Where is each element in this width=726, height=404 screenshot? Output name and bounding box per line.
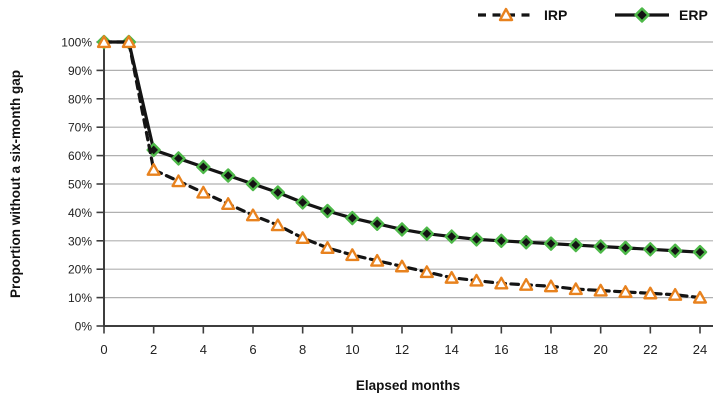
erp-diamond-marker: [643, 242, 658, 257]
erp-diamond-marker: [494, 233, 509, 249]
irp-triangle-up-marker: [345, 248, 360, 262]
irp-triangle-up-marker: [543, 279, 559, 293]
irp-triangle-up-marker: [295, 231, 310, 245]
erp-diamond-marker: [345, 210, 360, 226]
irp-triangle-up-marker: [568, 282, 583, 296]
x-tick-labels: 0 2 4 6 8 10 12 14 16 18 20 22 24: [100, 342, 707, 357]
legend-item-erp: ERP: [615, 7, 708, 23]
x-axis-title: Elapsed months: [356, 378, 460, 393]
x-tick-label: 24: [693, 342, 707, 357]
y-tick-label: 90%: [68, 64, 92, 78]
irp-triangle-up-marker: [593, 283, 608, 297]
erp-diamond-marker: [245, 176, 261, 192]
irp-triangle-up-marker: [419, 265, 434, 279]
irp-triangle-up-marker: [519, 278, 534, 291]
y-tick-label: 20%: [68, 263, 92, 277]
irp-triangle-up-marker: [444, 270, 459, 284]
irp-triangle-up-marker: [320, 241, 335, 254]
irp-triangle-up-marker: [394, 259, 410, 273]
x-tick-label: 8: [299, 342, 306, 357]
erp-diamond-marker: [220, 168, 236, 183]
gridlines: [104, 41, 713, 299]
erp-diamond-marker: [394, 222, 410, 237]
erp-diamond-marker: [444, 229, 459, 244]
irp-triangle-up-marker: [146, 163, 161, 176]
erp-diamond-marker: [369, 216, 385, 231]
x-tick-label: 18: [544, 342, 558, 357]
x-tick-label: 0: [100, 342, 107, 357]
erp-diamond-marker: [518, 235, 534, 250]
y-tick-label: 80%: [68, 92, 92, 106]
y-tick-label: 40%: [68, 206, 92, 220]
y-tick-label: 100%: [61, 36, 92, 50]
y-axis-title: Proportion without a six-month gap: [8, 70, 23, 298]
x-tick-label: 6: [249, 342, 256, 357]
irp-triangle-up-marker: [618, 285, 633, 299]
erp-diamond-marker: [419, 226, 435, 241]
legend: IRP ERP: [478, 7, 708, 23]
irp-triangle-up-marker: [469, 273, 484, 287]
x-tick-label: 2: [150, 342, 157, 357]
irp-triangle-up-marker: [370, 253, 385, 267]
erp-diamond-marker: [568, 237, 584, 253]
x-tick-label: 12: [395, 342, 409, 357]
erp-diamond-marker: [593, 239, 608, 254]
irp-triangle-up-marker: [643, 286, 658, 300]
irp-triangle-up-marker: [245, 208, 261, 222]
x-tick-label: 20: [593, 342, 607, 357]
erp-diamond-marker: [171, 151, 186, 166]
y-tick-label: 30%: [68, 234, 92, 248]
irp-triangle-up-marker: [270, 218, 285, 232]
legend-label-irp: IRP: [544, 7, 567, 23]
erp-diamond-marker: [320, 203, 335, 219]
irp-triangle-up-marker: [171, 174, 186, 188]
y-tick-label: 70%: [68, 121, 92, 135]
irp-triangle-up-marker: [121, 35, 136, 49]
irp-triangle-up-marker: [196, 185, 211, 199]
legend-item-irp: IRP: [478, 7, 567, 23]
x-tick-label: 4: [200, 342, 207, 357]
legend-label-erp: ERP: [679, 7, 708, 23]
irp-triangle-up-marker: [221, 197, 236, 210]
irp-line: [102, 40, 702, 300]
irp-triangle-icon: [498, 7, 514, 22]
plot-series: [96, 34, 708, 304]
erp-diamond-marker: [618, 240, 633, 256]
y-tick-labels: 0% 10% 20% 30% 40% 50% 60% 70% 80% 90% 100%: [61, 36, 92, 334]
erp-diamond-marker: [270, 185, 286, 200]
erp-diamond-marker: [667, 243, 683, 258]
y-tick-label: 0%: [75, 320, 93, 334]
erp-diamond-marker: [692, 244, 708, 260]
erp-diamond-marker: [543, 236, 559, 251]
irp-triangle-up-marker: [668, 287, 683, 301]
x-tick-label: 10: [345, 342, 359, 357]
erp-diamond-marker: [295, 195, 310, 210]
y-tick-label: 50%: [68, 178, 92, 192]
x-tick-label: 14: [444, 342, 458, 357]
x-tick-label: 16: [494, 342, 508, 357]
x-tick-label: 22: [643, 342, 657, 357]
erp-diamond-marker: [469, 232, 484, 247]
irp-triangle-up-marker: [692, 290, 708, 304]
y-tick-label: 60%: [68, 149, 92, 163]
erp-line: [102, 40, 702, 254]
erp-diamond-icon: [634, 7, 650, 23]
irp-triangle-up-marker: [494, 276, 509, 290]
erp-diamond-marker: [196, 159, 211, 175]
irp-triangle-up-marker: [96, 35, 112, 49]
y-tick-label: 10%: [68, 291, 92, 305]
